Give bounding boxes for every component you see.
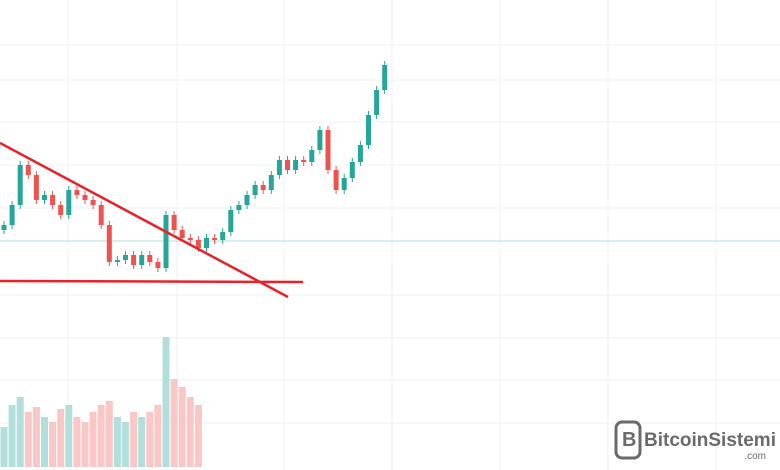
candle-body (9, 205, 15, 225)
volume-bar (73, 417, 81, 467)
candle-body (74, 190, 80, 195)
logo-glyph: B (622, 429, 636, 451)
candle-body (228, 210, 234, 232)
watermark-suffix: .com (744, 451, 766, 462)
volume-bar (49, 422, 57, 467)
volume-bar (170, 379, 178, 467)
volume-bars (0, 337, 202, 467)
candle-body (58, 205, 64, 215)
candle-body (285, 160, 290, 170)
watermark: B BitcoinSistemi .com (614, 420, 776, 462)
volume-bar (162, 337, 170, 467)
volume-bar (146, 412, 154, 467)
candle-body (66, 190, 72, 215)
candle-body (325, 130, 331, 170)
candle-body (147, 255, 153, 262)
candle-body (187, 238, 193, 240)
candle-body (204, 238, 209, 248)
candle-body (220, 232, 226, 240)
candle-body (195, 240, 201, 248)
candle-body (90, 200, 96, 205)
candle-body (236, 205, 242, 210)
candle-body (317, 130, 323, 150)
volume-bar (81, 422, 89, 467)
volume-bar (154, 405, 162, 467)
candle-body (155, 262, 161, 268)
candle-body (98, 205, 104, 225)
candle-body (341, 178, 347, 190)
volume-bar (32, 407, 40, 467)
candle-body (123, 255, 128, 260)
volume-bar (41, 417, 48, 467)
candle-body (1, 225, 7, 230)
candle-body (50, 195, 56, 205)
candle-body (139, 255, 145, 265)
trend-line (0, 141, 289, 299)
candle-body (382, 65, 388, 90)
volume-bar (130, 412, 138, 467)
candle-body (25, 165, 31, 175)
candle-body (163, 215, 169, 268)
volume-bar (65, 405, 73, 467)
candle-body (349, 162, 355, 178)
volume-bar (89, 412, 97, 467)
volume-bar (105, 401, 113, 467)
candle-body (293, 160, 299, 170)
volume-bar (178, 387, 186, 467)
candle-body (114, 260, 120, 262)
candle-body (333, 170, 339, 190)
candle-body (301, 160, 307, 162)
volume-bar (194, 405, 202, 467)
candle-body (179, 230, 185, 238)
volume-bar (122, 422, 129, 467)
candle-body (374, 90, 380, 115)
volume-bar (113, 417, 121, 467)
candle-body (276, 160, 282, 175)
watermark-name: BitcoinSistemi (644, 430, 776, 451)
candle-body (309, 150, 315, 162)
candle-body (106, 225, 112, 262)
candle-body (268, 175, 274, 190)
candle-body (42, 195, 47, 200)
volume-bar (57, 409, 65, 467)
volume-bar (186, 397, 194, 467)
volume-bar (24, 412, 32, 467)
volume-bar (16, 397, 24, 467)
candle-body (244, 195, 250, 205)
candle-body (357, 145, 363, 162)
candle-body (260, 185, 266, 190)
volume-bar (138, 417, 146, 467)
candle-body (82, 195, 88, 200)
candle-body (366, 115, 371, 145)
candle-body (131, 255, 137, 265)
candle-body (171, 215, 177, 230)
candle-body (212, 238, 218, 240)
candle-body (17, 165, 23, 205)
logo-icon (614, 420, 642, 460)
support-line (0, 279, 304, 284)
candle-body (252, 185, 258, 195)
volume-bar (8, 405, 16, 467)
candles (1, 61, 388, 272)
volume-bar (97, 405, 105, 467)
candle-body (33, 175, 39, 200)
volume-bar (0, 427, 8, 467)
